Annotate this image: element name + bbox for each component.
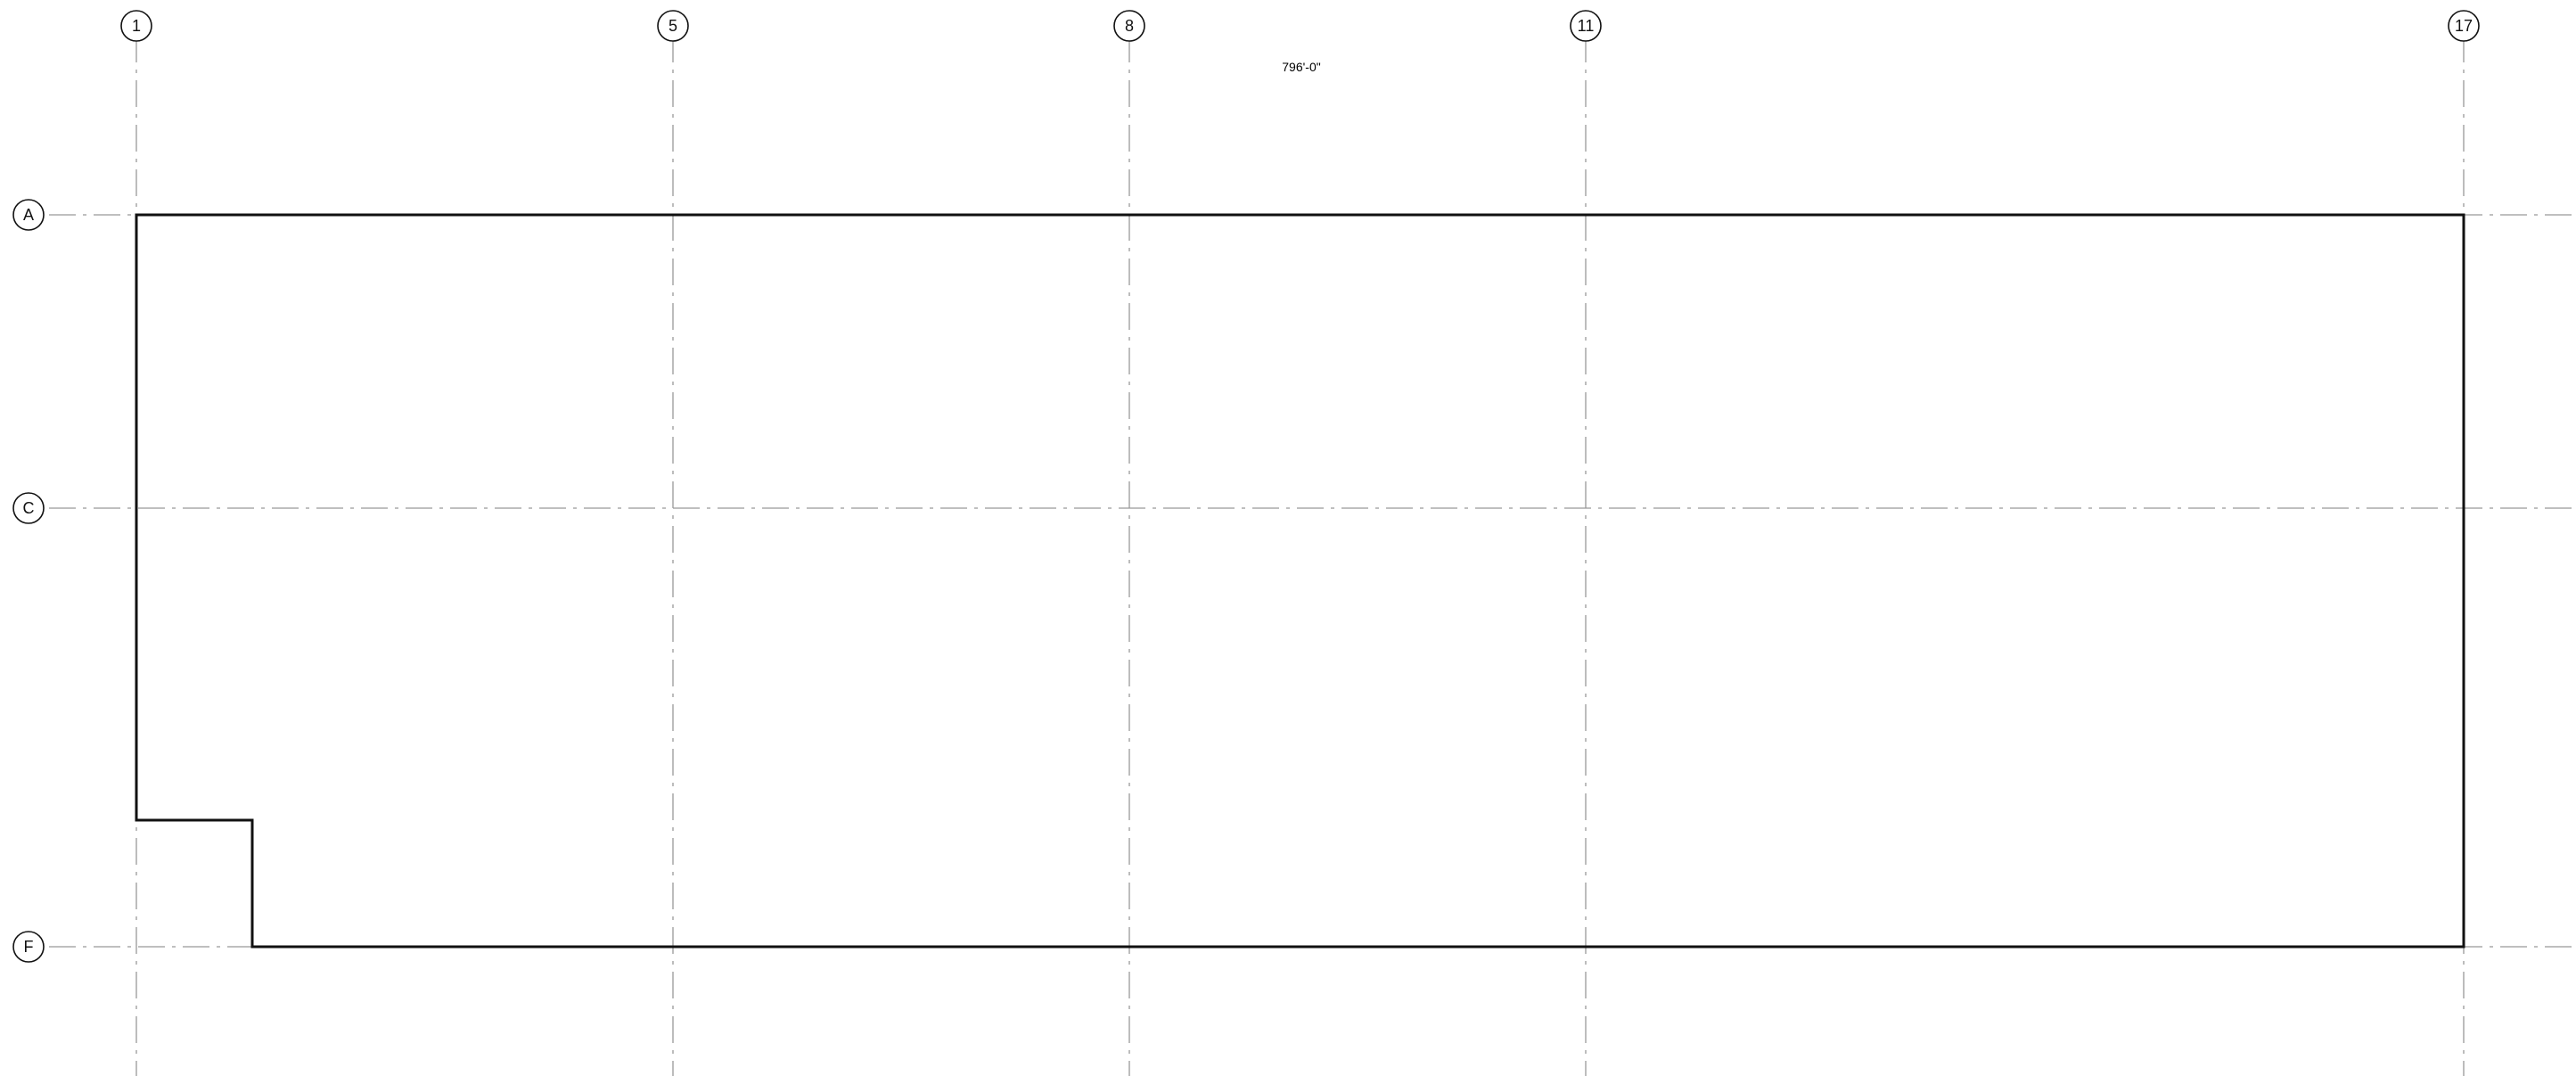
grid-label: A [23, 206, 34, 224]
grid-label: 17 [2455, 17, 2473, 35]
grid-label: 8 [1125, 17, 1134, 35]
grid-label: C [23, 499, 35, 517]
grid-label: 1 [132, 17, 141, 35]
grid-label: 5 [669, 17, 677, 35]
overall-dimension: 796'-0" [1282, 60, 1320, 74]
grid-label: F [24, 938, 34, 956]
grid-label: 11 [1578, 17, 1595, 35]
